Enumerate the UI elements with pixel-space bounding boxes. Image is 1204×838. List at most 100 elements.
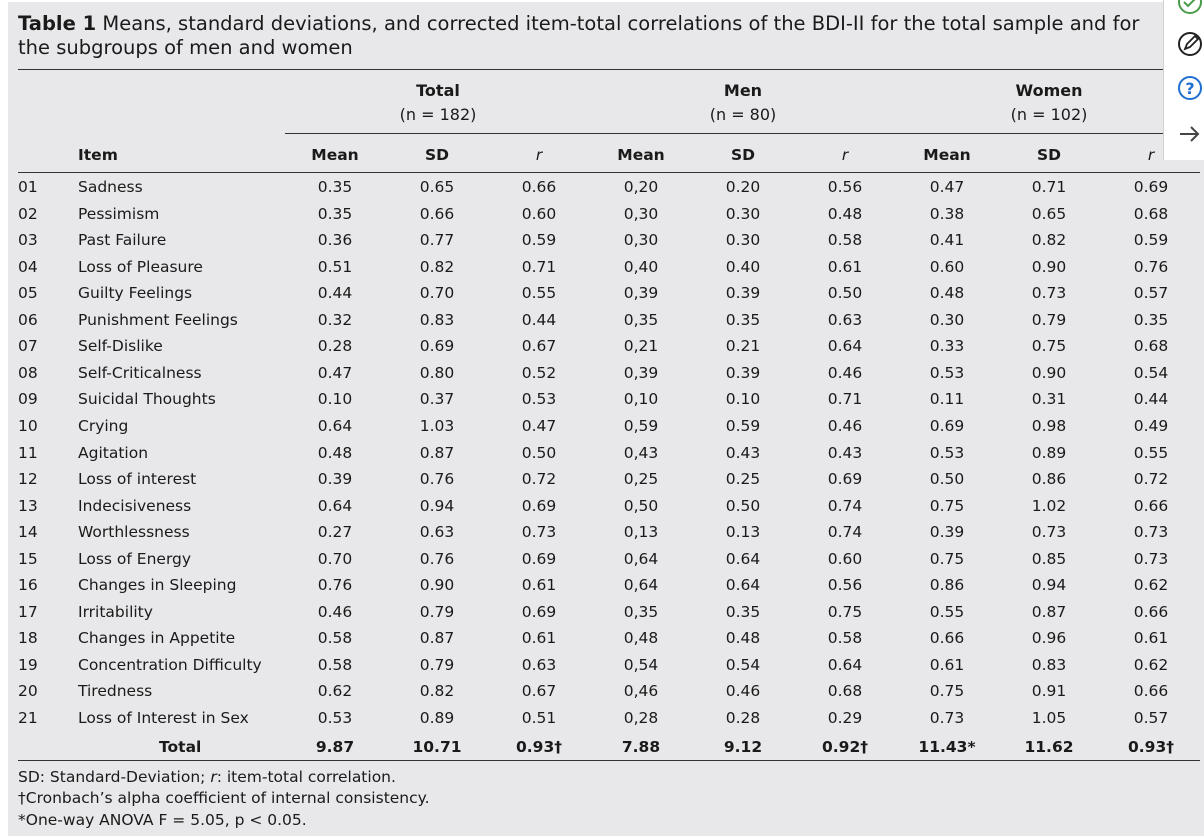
cell-m-r: 0.58 xyxy=(827,629,863,648)
cell-w-sd: 0.89 xyxy=(1031,443,1067,462)
cell-w-sd: 0.90 xyxy=(1031,363,1067,382)
cell-t-sd: 0.69 xyxy=(419,337,455,356)
cell-t-sd: 0.63 xyxy=(419,523,455,542)
cell-t-sd: 0.66 xyxy=(419,204,455,223)
cell-t-r: 0.55 xyxy=(521,284,557,303)
cell-t-mean: 0.39 xyxy=(317,470,353,489)
cell-m-sd: 0.64 xyxy=(725,549,761,568)
table-row: 01 Sadness 0.35 0.65 0.66 0,20 0.20 0.56 0.47 0.7… xyxy=(0,178,1204,204)
table-panel xyxy=(8,2,1204,836)
cell-m-sd: 0.59 xyxy=(725,416,761,435)
item-code: 08 xyxy=(18,363,38,382)
check-circle-icon[interactable] xyxy=(1176,0,1204,16)
group-name: Men xyxy=(723,81,763,100)
cell-m-sd: 0.48 xyxy=(725,629,761,648)
cell-w-sd: 0.98 xyxy=(1031,416,1067,435)
table-row: 03 Past Failure 0.36 0.77 0.59 0,30 0.30 0.58 0.… xyxy=(0,231,1204,257)
cell-m-mean: 0,28 xyxy=(623,709,659,727)
item-code: 05 xyxy=(18,284,38,303)
cell-t-sd: 0.76 xyxy=(419,549,455,568)
cell-m-mean: 0,21 xyxy=(623,337,659,356)
cell-m-sd: 0.39 xyxy=(725,284,761,303)
cell-w-mean: 0.69 xyxy=(929,416,965,435)
col-total-mean: Mean xyxy=(311,146,359,164)
cell-t-r: 0.59 xyxy=(521,231,557,250)
item-name: Past Failure xyxy=(78,231,167,250)
cell-w-r: 0.54 xyxy=(1133,363,1169,382)
cell-t-r: 0.72 xyxy=(521,470,557,489)
cell-w-r: 0.73 xyxy=(1133,549,1169,568)
col-total-r: r xyxy=(535,146,543,164)
cell-m-mean: 0,48 xyxy=(623,629,659,648)
total-w-r: 0.93† xyxy=(1128,738,1174,756)
cell-w-mean: 0.60 xyxy=(929,257,965,276)
help-circle-icon[interactable]: ? xyxy=(1176,74,1204,102)
cell-t-mean: 0.70 xyxy=(317,549,353,568)
item-name: Loss of Pleasure xyxy=(78,257,203,276)
cell-t-r: 0.61 xyxy=(521,629,557,648)
cell-m-mean: 0,59 xyxy=(623,416,659,435)
arrow-right-icon[interactable] xyxy=(1176,120,1204,148)
cell-m-mean: 0,40 xyxy=(623,257,659,276)
cell-m-mean: 0,43 xyxy=(623,443,659,462)
cell-w-mean: 0.73 xyxy=(929,709,965,727)
cell-t-r: 0.61 xyxy=(521,576,557,595)
edit-circle-icon[interactable] xyxy=(1176,30,1204,58)
table-row: 08 Self-Criticalness 0.47 0.80 0.52 0,39 0.39 0… xyxy=(0,364,1204,390)
footnote-dagger: †Cronbach’s alpha coefficient of interna… xyxy=(18,789,430,807)
cell-t-sd: 0.87 xyxy=(419,629,455,648)
cell-m-sd: 0.43 xyxy=(725,443,761,462)
table-row: 05 Guilty Feelings 0.44 0.70 0.55 0,39 0.39 0.5… xyxy=(0,284,1204,310)
cell-w-sd: 0.31 xyxy=(1031,390,1067,409)
cell-w-sd: 0.91 xyxy=(1031,682,1067,701)
cell-w-r: 0.73 xyxy=(1133,523,1169,542)
cell-w-sd: 0.96 xyxy=(1031,629,1067,648)
cell-w-r: 0.49 xyxy=(1133,416,1169,435)
cell-t-r: 0.67 xyxy=(521,682,557,701)
cell-t-r: 0.73 xyxy=(521,523,557,542)
cell-t-sd: 1.03 xyxy=(419,416,455,435)
cell-w-r: 0.55 xyxy=(1133,443,1169,462)
cell-m-sd: 0.10 xyxy=(725,390,761,409)
col-women-r: r xyxy=(1147,146,1155,164)
cell-w-mean: 0.75 xyxy=(929,549,965,568)
cell-m-sd: 0.21 xyxy=(725,337,761,356)
cell-m-sd: 0.54 xyxy=(725,655,761,674)
cell-t-r: 0.60 xyxy=(521,204,557,223)
group-total: Total (n = 182) xyxy=(338,81,538,124)
cell-t-sd: 0.76 xyxy=(419,470,455,489)
cell-w-sd: 0.94 xyxy=(1031,576,1067,595)
item-code: 16 xyxy=(18,576,38,595)
cell-t-mean: 0.28 xyxy=(317,337,353,356)
cell-t-r: 0.69 xyxy=(521,549,557,568)
table-row: 06 Punishment Feelings 0.32 0.83 0.44 0,35 0.3… xyxy=(0,311,1204,337)
cell-t-r: 0.50 xyxy=(521,443,557,462)
item-name: Suicidal Thoughts xyxy=(78,390,216,409)
cell-w-sd: 0.87 xyxy=(1031,602,1067,621)
cell-t-sd: 0.82 xyxy=(419,682,455,701)
table-row: 17 Irritability 0.46 0.79 0.69 0,35 0.35 0.75 0.… xyxy=(0,603,1204,629)
item-name: Punishment Feelings xyxy=(78,310,238,329)
cell-t-sd: 0.82 xyxy=(419,257,455,276)
cell-m-r: 0.50 xyxy=(827,284,863,303)
cell-w-mean: 0.53 xyxy=(929,443,965,462)
cell-w-sd: 0.85 xyxy=(1031,549,1067,568)
col-men-r: r xyxy=(841,146,849,164)
cell-t-r: 0.63 xyxy=(521,655,557,674)
total-row: Total 9.87 10.71 0.93† 7.88 9.12 0.92† 1… xyxy=(0,738,1204,764)
cell-m-sd: 0.50 xyxy=(725,496,761,515)
cell-w-mean: 0.75 xyxy=(929,682,965,701)
table-row: 15 Loss of Energy 0.70 0.76 0.69 0,64 0.64 0.60… xyxy=(0,550,1204,576)
cell-m-sd: 0.35 xyxy=(725,602,761,621)
item-code: 21 xyxy=(18,709,38,727)
cell-w-r: 0.62 xyxy=(1133,655,1169,674)
cell-t-mean: 0.58 xyxy=(317,655,353,674)
cell-m-r: 0.60 xyxy=(827,549,863,568)
cell-m-mean: 0,20 xyxy=(623,178,659,196)
top-rule xyxy=(18,69,1168,70)
cell-m-r: 0.29 xyxy=(827,709,863,727)
cell-m-sd: 0.64 xyxy=(725,576,761,595)
group-name: Women xyxy=(1015,81,1083,100)
cell-t-sd: 0.94 xyxy=(419,496,455,515)
item-name: Tiredness xyxy=(78,682,153,701)
